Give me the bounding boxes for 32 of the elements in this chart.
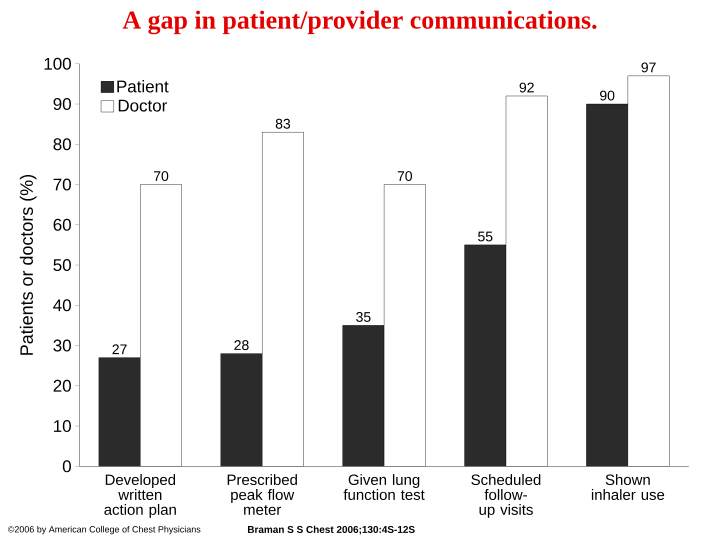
y-tick-label: 10 <box>54 420 71 432</box>
data-label: 70 <box>398 171 412 182</box>
y-tick-label: 20 <box>54 380 71 392</box>
legend-label: Doctor <box>118 100 168 112</box>
y-tick-label: 30 <box>53 340 71 352</box>
legend-label: Patient <box>117 80 169 92</box>
y-axis-title: Patients or doctors (%) <box>20 174 37 355</box>
x-tick-label: Scheduled follow-up visits <box>471 474 540 518</box>
text: ©2006 by American College of Chest Physicians <box>8 526 200 534</box>
x-tick-label: Developed written action plan <box>104 474 176 518</box>
data-label: 90 <box>600 90 614 101</box>
data-label: 70 <box>154 171 168 182</box>
data-label: 55 <box>478 232 492 242</box>
data-label: 28 <box>234 340 249 350</box>
x-tick-label: Shown inhaler use <box>592 474 664 500</box>
y-tick-label: 50 <box>53 259 71 272</box>
x-tick-label: Prescribed peak flow meter <box>228 474 297 515</box>
data-label: 92 <box>520 82 534 92</box>
y-tick-label: 70 <box>54 178 71 191</box>
data-label: 27 <box>112 344 127 354</box>
y-tick-label: 0 <box>62 460 71 472</box>
y-tick-label: 90 <box>54 98 71 110</box>
y-tick-label: 100 <box>44 58 71 70</box>
y-tick-label: 80 <box>53 138 71 150</box>
data-label: 97 <box>642 62 656 72</box>
data-label: 83 <box>276 118 290 129</box>
chart-title: A gap in patient/provider communications. <box>122 10 596 34</box>
data-label: 35 <box>356 312 371 322</box>
x-tick-label: Given lung function test <box>344 474 425 500</box>
text: Braman S S Chest 2006;130:4S-12S <box>248 526 415 534</box>
y-tick-label: 40 <box>53 299 71 312</box>
y-tick-label: 60 <box>54 218 71 231</box>
